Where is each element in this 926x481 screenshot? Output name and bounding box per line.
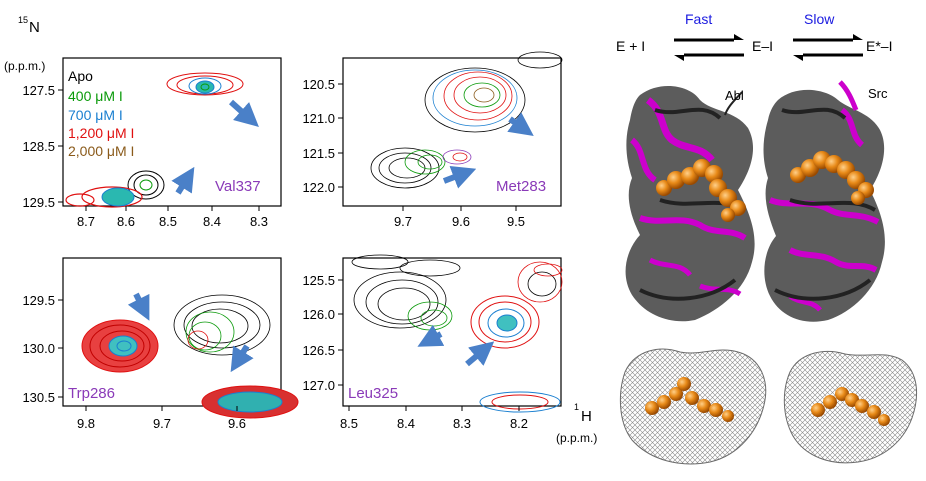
svg-text:130.0: 130.0 <box>22 341 55 356</box>
shift-arrow <box>127 292 150 321</box>
legend-apo: Apo <box>68 68 93 84</box>
peak-cluster <box>81 319 159 373</box>
abl-label: Abl <box>725 88 744 103</box>
residue-label: Val337 <box>215 178 261 195</box>
equilibrium-arrow-fast <box>674 34 744 61</box>
nmr-panel-trp286: Trp286 9.8 9.7 9.6 129.5 130.0 130.5 <box>22 257 299 431</box>
src-ligand <box>790 151 874 205</box>
svg-text:8.5: 8.5 <box>340 416 358 431</box>
svg-text:129.5: 129.5 <box>22 293 55 308</box>
h-axis-unit: (p.p.m.) <box>556 431 597 445</box>
shift-arrow <box>228 99 259 128</box>
svg-text:8.5: 8.5 <box>159 214 177 229</box>
state-complex: E–I <box>752 38 773 54</box>
legend-1200: 1,200 μM I <box>68 125 134 141</box>
x-ticks: 8.5 8.4 8.3 8.2 <box>340 406 528 431</box>
shift-arrow <box>230 344 254 373</box>
shift-arrow <box>507 112 534 136</box>
svg-text:8.3: 8.3 <box>453 416 471 431</box>
n-axis-label: 15 N (p.p.m.) <box>4 15 45 73</box>
svg-text:9.8: 9.8 <box>77 416 95 431</box>
residue-label: Leu325 <box>348 385 398 402</box>
nmr-panel-leu325: Leu325 8.5 8.4 8.3 8.2 125.5 126.0 126.5… <box>302 254 563 431</box>
svg-text:8.6: 8.6 <box>117 214 135 229</box>
y-ticks: 129.5 130.0 130.5 <box>22 293 63 405</box>
svg-text:126.0: 126.0 <box>302 307 335 322</box>
abl-ligand <box>656 159 746 222</box>
legend-700: 700 μM I <box>68 107 123 123</box>
svg-text:9.6: 9.6 <box>228 416 246 431</box>
svg-text:129.5: 129.5 <box>22 195 55 210</box>
shift-arrow <box>465 341 495 367</box>
kinetic-scheme: E + I E–I E*–I Fast Slow <box>616 11 892 61</box>
x-ticks: 9.8 9.7 9.6 <box>77 406 246 431</box>
peak-cluster <box>370 147 472 189</box>
panel-frame <box>62 57 282 207</box>
svg-text:122.0: 122.0 <box>302 180 335 195</box>
svg-text:121.0: 121.0 <box>302 111 335 126</box>
svg-text:9.7: 9.7 <box>153 416 171 431</box>
svg-text:9.5: 9.5 <box>507 214 525 229</box>
peak-cluster <box>424 51 563 133</box>
svg-text:9.7: 9.7 <box>394 214 412 229</box>
svg-text:130.5: 130.5 <box>22 390 55 405</box>
svg-text:128.5: 128.5 <box>22 139 55 154</box>
state-conformational: E*–I <box>866 38 892 54</box>
svg-text:127.5: 127.5 <box>22 83 55 98</box>
svg-text:8.2: 8.2 <box>510 416 528 431</box>
svg-text:127.0: 127.0 <box>302 378 335 393</box>
legend-2000: 2,000 μM I <box>68 143 134 159</box>
rate-slow: Slow <box>804 11 835 27</box>
panel-frame <box>342 257 562 407</box>
residue-label: Trp286 <box>68 385 115 402</box>
equilibrium-arrow-slow <box>793 34 863 61</box>
residue-label: Met283 <box>496 178 546 195</box>
peak-cluster <box>166 72 244 96</box>
peak-cluster <box>351 254 461 331</box>
h-axis-label-text: H <box>581 408 592 425</box>
svg-text:125.5: 125.5 <box>302 273 335 288</box>
rate-fast: Fast <box>685 11 712 27</box>
abl-structure: Abl <box>625 85 755 322</box>
state-free: E + I <box>616 38 645 54</box>
svg-text:8.4: 8.4 <box>203 214 221 229</box>
h-axis-label-sup: 1 <box>574 402 579 412</box>
abl-surface <box>619 348 767 465</box>
shift-arrow <box>442 166 477 189</box>
svg-text:9.6: 9.6 <box>452 214 470 229</box>
h-axis-label: 1 H (p.p.m.) <box>556 402 597 445</box>
y-ticks: 120.5 121.0 121.5 122.0 <box>302 77 343 195</box>
peak-cluster <box>65 170 165 208</box>
panel-frame <box>342 57 562 207</box>
src-structure: Src <box>763 80 888 322</box>
shift-arrow <box>417 324 445 347</box>
peak-cluster <box>173 294 271 356</box>
svg-text:120.5: 120.5 <box>302 77 335 92</box>
svg-text:8.3: 8.3 <box>250 214 268 229</box>
nmr-panel-val337: Apo 400 μM I 700 μM I 1,200 μM I 2,000 μ… <box>22 57 282 229</box>
shift-arrow <box>171 166 195 195</box>
src-surface <box>783 351 918 464</box>
n-axis-label-text: N <box>29 19 40 36</box>
svg-text:121.5: 121.5 <box>302 146 335 161</box>
y-ticks: 127.5 128.5 129.5 <box>22 83 63 210</box>
svg-text:126.5: 126.5 <box>302 343 335 358</box>
peak-cluster <box>470 261 563 413</box>
y-ticks: 125.5 126.0 126.5 127.0 <box>302 273 343 393</box>
nmr-panel-met283: Met283 9.7 9.6 9.5 120.5 121.0 121.5 122… <box>302 51 563 229</box>
panel-frame <box>62 257 282 407</box>
svg-text:8.4: 8.4 <box>397 416 415 431</box>
legend-400: 400 μM I <box>68 88 123 104</box>
n-axis-label-sup: 15 <box>18 15 28 25</box>
n-axis-unit: (p.p.m.) <box>4 59 45 73</box>
peak-cluster <box>201 385 299 419</box>
x-ticks: 8.7 8.6 8.5 8.4 8.3 <box>77 206 268 229</box>
x-ticks: 9.7 9.6 9.5 <box>394 206 525 229</box>
src-label: Src <box>868 86 888 101</box>
svg-text:8.7: 8.7 <box>77 214 95 229</box>
